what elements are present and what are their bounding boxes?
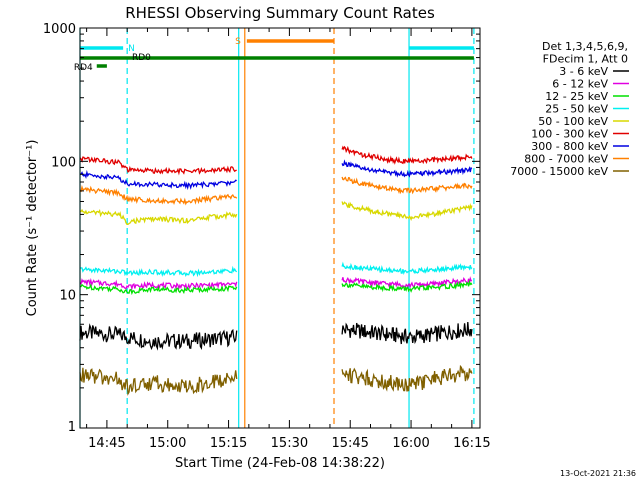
series-4-segment-2 — [341, 261, 473, 275]
flag-label-rd0: RD0 — [132, 53, 151, 63]
series-7-segment-1 — [79, 169, 237, 191]
x-tick-label: 15:00 — [149, 436, 186, 451]
legend-label: 3 - 6 keV — [559, 65, 608, 78]
series-7 — [79, 159, 473, 191]
series-5 — [79, 201, 473, 225]
legend-label: 800 - 7000 keV — [524, 153, 608, 166]
series-5-segment-2 — [341, 201, 473, 222]
series-8-segment-1 — [79, 184, 238, 206]
series-2 — [79, 276, 473, 291]
series-3-segment-1 — [80, 283, 238, 296]
series-4 — [79, 261, 473, 278]
y-axis-label: Count Rate (s⁻¹ detector⁻¹) — [25, 140, 40, 317]
series-9-segment-2 — [341, 364, 473, 392]
series-4-segment-1 — [79, 265, 238, 278]
chart-title: RHESSI Observing Summary Count Rates — [125, 4, 435, 22]
series-6 — [79, 145, 473, 176]
series-3-segment-2 — [341, 279, 473, 293]
legend: Det 1,3,4,5,6,9,FDecim 1, Att 03 - 6 keV… — [510, 40, 629, 178]
y-tick-label: 1000 — [43, 22, 76, 37]
x-tick-label: 15:45 — [331, 436, 368, 451]
x-tick-label: 15:15 — [210, 436, 247, 451]
x-tick-label: 16:00 — [392, 436, 429, 451]
series-2-segment-2 — [341, 276, 473, 289]
series-7-segment-2 — [341, 159, 473, 178]
y-tick-label: 1 — [68, 420, 76, 435]
plot-frame — [79, 27, 481, 429]
x-tick-label: 14:45 — [88, 436, 125, 451]
footer-date: 13-Oct-2021 21:36 — [560, 469, 636, 478]
series-9-segment-1 — [79, 367, 238, 396]
series-layer — [79, 145, 473, 396]
x-axis-label: Start Time (24-Feb-08 14:38:22) — [175, 456, 385, 471]
legend-label: 12 - 25 keV — [545, 90, 608, 103]
series-1 — [79, 322, 473, 351]
series-8 — [79, 176, 473, 206]
y-tick-label: 10 — [59, 289, 76, 304]
legend-label: 6 - 12 keV — [552, 78, 608, 91]
legend-label: 50 - 100 keV — [538, 115, 608, 128]
flag-label-n: N — [128, 44, 135, 54]
x-tick-label: 15:30 — [271, 436, 308, 451]
legend-label: 300 - 800 keV — [531, 140, 608, 153]
series-8-segment-2 — [341, 176, 473, 195]
series-3 — [80, 279, 473, 296]
series-5-segment-1 — [79, 208, 238, 225]
legend-header-line: FDecim 1, Att 0 — [543, 53, 628, 66]
legend-label: 7000 - 15000 keV — [510, 165, 608, 178]
x-tick-label: 16:15 — [453, 436, 490, 451]
series-6-segment-1 — [79, 156, 237, 176]
legend-label: 100 - 300 keV — [531, 128, 608, 141]
y-axis: 1 10 100 1000 — [43, 22, 480, 435]
y-tick-label: 100 — [51, 155, 76, 170]
x-axis: 14:45 15:00 15:15 15:30 15:45 16:00 16:15 — [86, 28, 491, 451]
flag-label-s: S — [235, 37, 241, 47]
legend-label: 25 - 50 keV — [545, 103, 608, 116]
series-1-segment-2 — [341, 322, 473, 345]
series-9 — [79, 364, 473, 396]
series-6-segment-2 — [341, 145, 473, 165]
legend-header-line: Det 1,3,4,5,6,9, — [542, 40, 628, 53]
series-1-segment-1 — [79, 323, 238, 351]
vertical-markers — [79, 28, 475, 428]
